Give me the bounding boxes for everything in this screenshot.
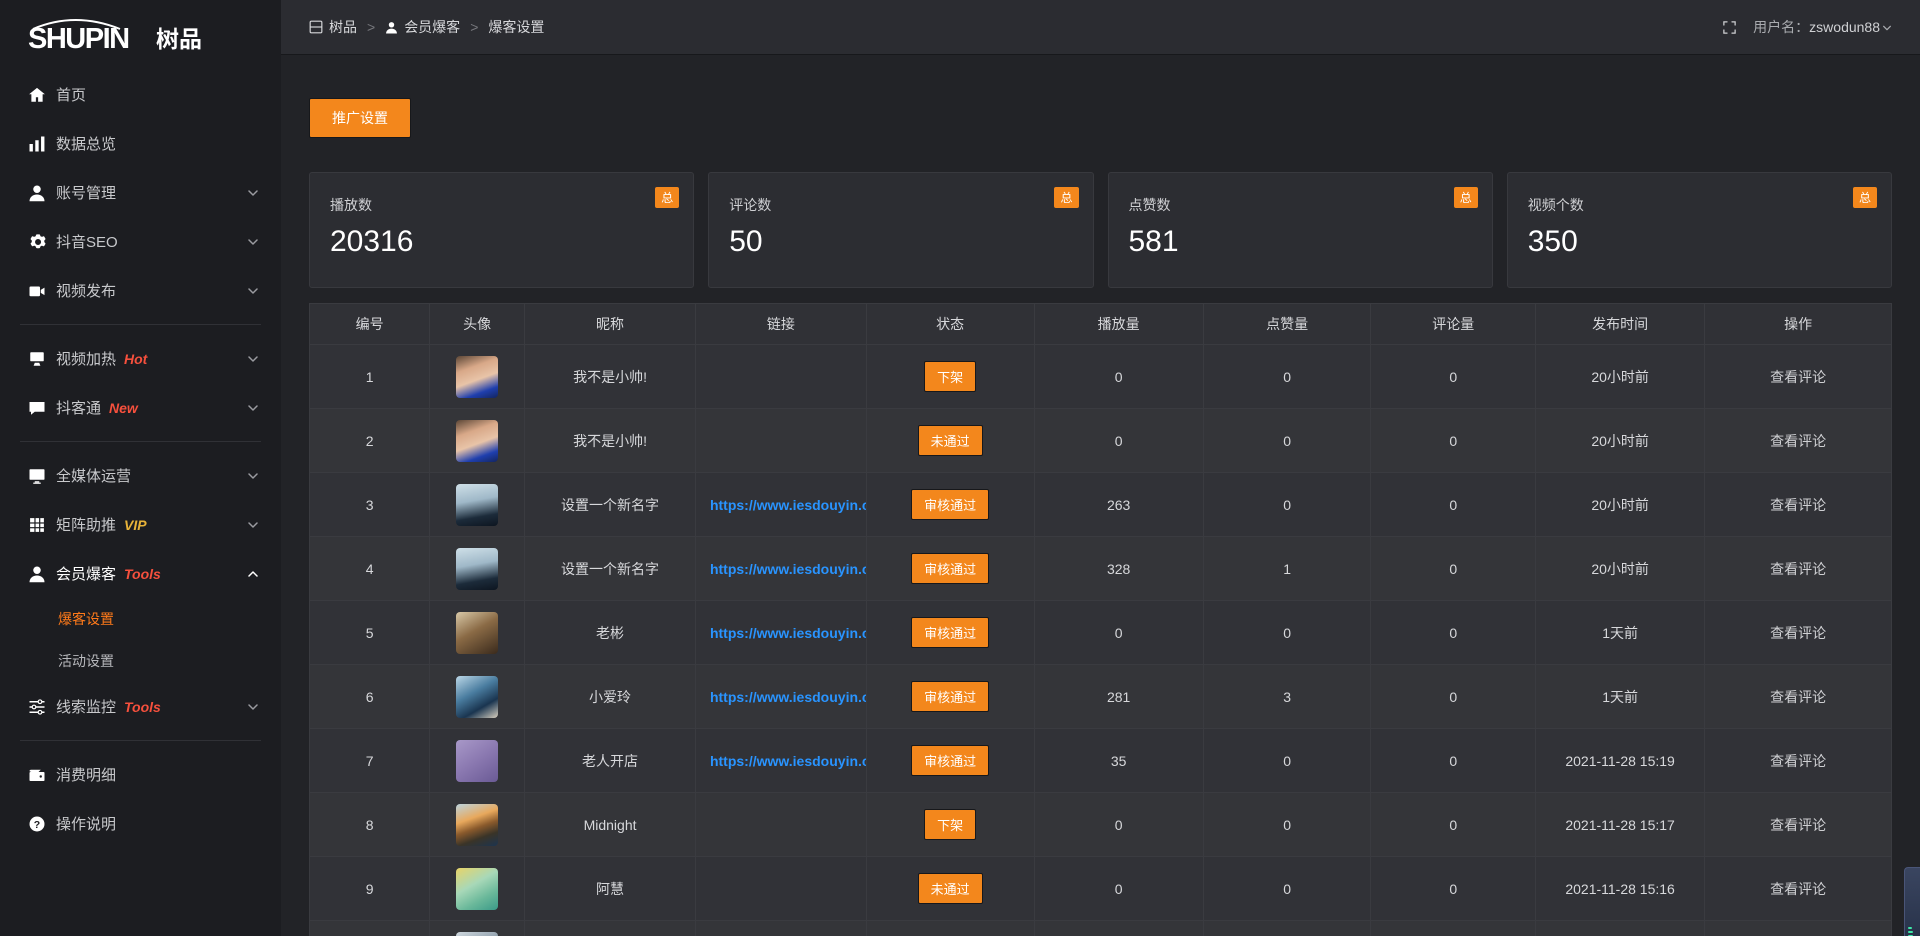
svg-text:树品: 树品 [156,20,202,54]
svg-text:SHUPIN: SHUPIN [28,23,129,55]
